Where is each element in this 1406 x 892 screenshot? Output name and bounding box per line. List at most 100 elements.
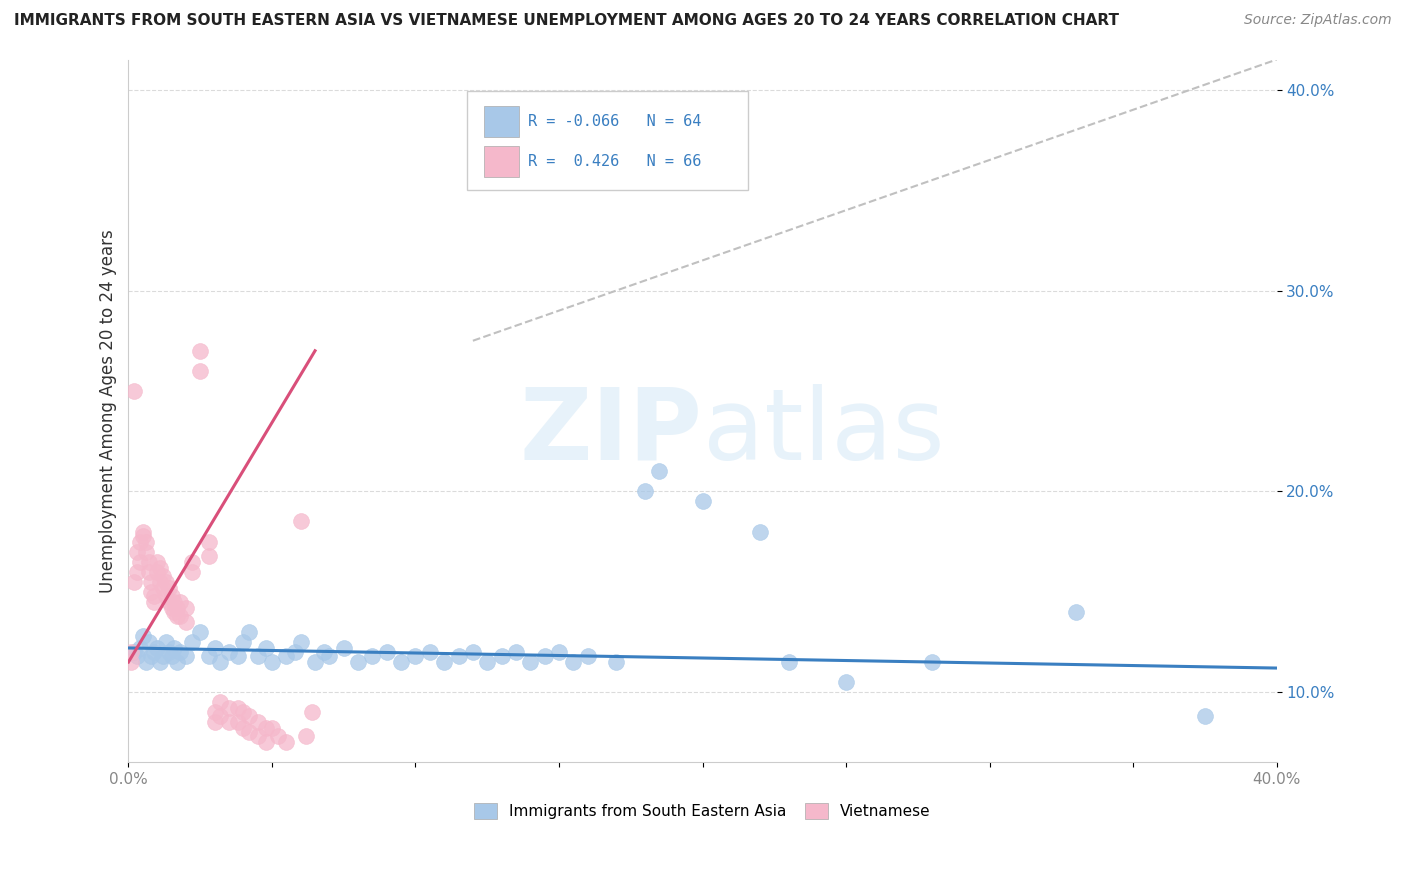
Point [218, 701, 240, 715]
Point [149, 655, 172, 669]
Point [138, 555, 160, 569]
Point [246, 729, 269, 743]
Point [226, 715, 249, 730]
Point [605, 655, 627, 669]
Point [143, 589, 166, 603]
Point [157, 581, 180, 595]
Point [433, 655, 456, 669]
Point [141, 574, 163, 589]
Point [141, 584, 163, 599]
Point [122, 574, 145, 589]
Point [120, 655, 142, 669]
Text: atlas: atlas [703, 384, 945, 481]
Point [122, 645, 145, 659]
Point [519, 655, 541, 669]
Point [174, 615, 197, 629]
Point [198, 534, 221, 549]
Point [232, 635, 254, 649]
Point [218, 715, 240, 730]
Point [163, 595, 186, 609]
Point [188, 343, 211, 358]
Point [198, 549, 221, 563]
Point [361, 648, 384, 663]
Point [332, 640, 354, 655]
Point [204, 640, 226, 655]
Point [180, 565, 202, 579]
Point [1194, 709, 1216, 723]
Point [254, 721, 277, 735]
Point [276, 648, 298, 663]
Point [155, 574, 177, 589]
Point [405, 648, 427, 663]
Point [132, 528, 155, 542]
Point [301, 705, 323, 719]
Point [188, 364, 211, 378]
Point [295, 729, 318, 743]
Point [562, 655, 585, 669]
Point [129, 534, 152, 549]
Point [218, 645, 240, 659]
Point [835, 675, 858, 690]
Point [276, 735, 298, 749]
Point [180, 635, 202, 649]
Point [505, 645, 527, 659]
Point [125, 565, 148, 579]
Point [748, 524, 770, 539]
Point [143, 645, 166, 659]
Point [238, 624, 260, 639]
Point [778, 655, 800, 669]
Point [138, 635, 160, 649]
Point [238, 709, 260, 723]
Point [267, 729, 290, 743]
Point [648, 464, 671, 478]
Point [146, 565, 169, 579]
Point [204, 705, 226, 719]
Point [634, 484, 657, 499]
Point [169, 608, 191, 623]
Point [347, 655, 370, 669]
Point [166, 600, 188, 615]
Point [209, 695, 232, 709]
FancyBboxPatch shape [485, 145, 519, 178]
Point [209, 655, 232, 669]
Point [226, 701, 249, 715]
Point [419, 645, 441, 659]
Point [174, 600, 197, 615]
Text: Source: ZipAtlas.com: Source: ZipAtlas.com [1244, 13, 1392, 28]
Point [232, 705, 254, 719]
Point [135, 544, 157, 558]
Point [155, 635, 177, 649]
Point [149, 574, 172, 589]
Text: ZIP: ZIP [520, 384, 703, 481]
Point [447, 648, 470, 663]
Point [304, 655, 326, 669]
Point [129, 555, 152, 569]
Point [166, 655, 188, 669]
Point [318, 648, 340, 663]
Point [209, 709, 232, 723]
Y-axis label: Unemployment Among Ages 20 to 24 years: Unemployment Among Ages 20 to 24 years [100, 229, 117, 593]
Legend: Immigrants from South Eastern Asia, Vietnamese: Immigrants from South Eastern Asia, Viet… [468, 797, 936, 825]
Point [921, 655, 943, 669]
Point [160, 589, 183, 603]
Point [461, 645, 484, 659]
Point [120, 645, 142, 659]
Point [180, 555, 202, 569]
Point [163, 640, 186, 655]
Point [149, 560, 172, 574]
Point [163, 605, 186, 619]
Point [198, 648, 221, 663]
Point [169, 595, 191, 609]
FancyBboxPatch shape [467, 91, 748, 190]
Point [232, 721, 254, 735]
Point [204, 715, 226, 730]
Point [125, 648, 148, 663]
Point [155, 589, 177, 603]
Point [157, 645, 180, 659]
Point [533, 648, 555, 663]
Point [157, 595, 180, 609]
Point [290, 635, 312, 649]
Text: R = -0.066   N = 64: R = -0.066 N = 64 [529, 114, 702, 129]
Point [135, 534, 157, 549]
FancyBboxPatch shape [485, 105, 519, 137]
